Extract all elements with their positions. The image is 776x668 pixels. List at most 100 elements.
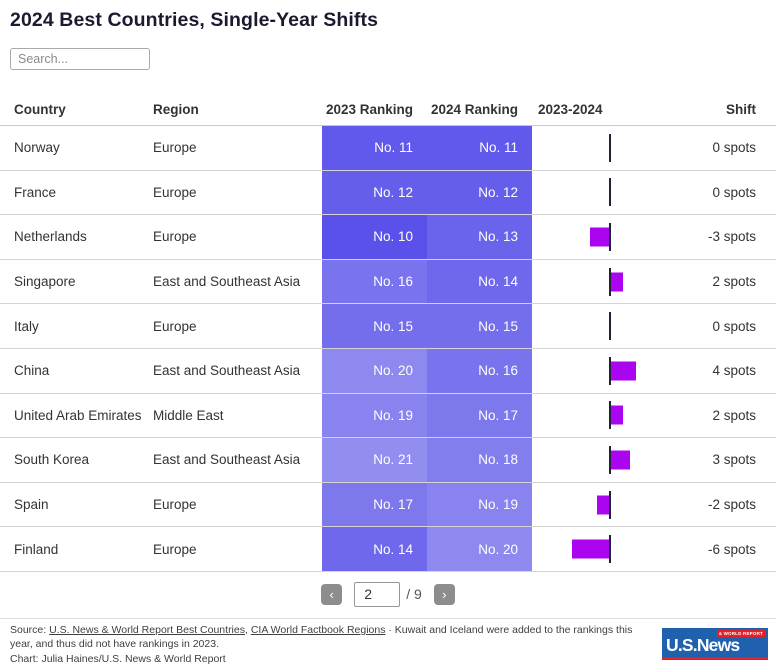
country-cell: France: [14, 184, 57, 200]
table-row: Finland Europe No. 14 No. 20 -6 spots: [0, 527, 776, 572]
region-cell: East and Southeast Asia: [153, 452, 301, 468]
rankings-table: Country Region 2023 Ranking 2024 Ranking…: [0, 94, 776, 572]
rank-2024-cell: No. 16: [427, 348, 532, 393]
shift-bar-cell: [532, 260, 676, 304]
source-note-text: · Kuwait and Iceland were added to the r…: [10, 624, 633, 650]
table-body: Norway Europe No. 11 No. 11 0 spots Fran…: [0, 126, 776, 572]
rank-2024-cell: No. 14: [427, 259, 532, 304]
page-number-input[interactable]: [354, 581, 401, 607]
axis-line: [609, 312, 611, 341]
column-header-shift: Shift: [726, 102, 756, 117]
region-cell: Europe: [153, 229, 197, 245]
shift-value: -3 spots: [707, 229, 756, 245]
rank-2023-cell: No. 16: [322, 259, 427, 304]
region-cell: Europe: [153, 184, 197, 200]
rank-2024-cell: No. 18: [427, 438, 532, 482]
axis-line: [609, 133, 611, 162]
country-cell: China: [14, 363, 50, 379]
rank-2024-cell: No. 20: [427, 527, 532, 571]
shift-value: 3 spots: [712, 452, 756, 468]
region-cell: Europe: [153, 318, 197, 334]
shift-value: 0 spots: [712, 140, 756, 156]
country-cell: Finland: [14, 541, 59, 557]
country-cell: Singapore: [14, 274, 76, 290]
rank-2023-cell: No. 11: [322, 126, 427, 170]
source-prefix: Source:: [10, 624, 50, 636]
shift-bar-cell: [532, 349, 676, 393]
search-input[interactable]: [10, 48, 150, 70]
region-cell: Middle East: [153, 407, 224, 423]
region-cell: East and Southeast Asia: [153, 363, 301, 379]
shift-bar: [611, 272, 624, 292]
source-link-cia-factbook[interactable]: CIA World Factbook Regions: [250, 624, 386, 636]
rank-2023-cell: No. 20: [322, 348, 427, 393]
table-row: Netherlands Europe No. 10 No. 13 -3 spot…: [0, 215, 776, 260]
axis-line: [609, 356, 611, 385]
country-cell: Norway: [14, 140, 60, 156]
shift-value: 0 spots: [712, 318, 756, 334]
search-bar: [0, 32, 776, 70]
shift-bar-cell: [532, 527, 676, 571]
usnews-logo-subtext: & WORLD REPORT: [716, 630, 765, 637]
shift-bar-cell: [532, 215, 676, 259]
shift-bar: [611, 450, 630, 470]
page-total-label: / 9: [406, 586, 422, 603]
table-row: South Korea East and Southeast Asia No. …: [0, 438, 776, 483]
rank-2024-cell: No. 17: [427, 393, 532, 438]
column-header-2023-2024: 2023-2024: [538, 102, 603, 117]
rank-2024-cell: No. 15: [427, 304, 532, 348]
axis-line: [609, 178, 611, 207]
rank-2024-cell: No. 13: [427, 215, 532, 259]
source-separator: ,: [245, 624, 251, 636]
rank-2024-cell: No. 12: [427, 170, 532, 215]
column-header-region: Region: [153, 102, 199, 117]
chart-credit: Chart: Julia Haines/U.S. News & World Re…: [10, 652, 226, 665]
shift-bar-cell: [532, 483, 676, 527]
usnews-logo-stripe: [662, 657, 768, 660]
country-cell: United Arab Emirates: [14, 407, 142, 423]
column-header-2024-ranking: 2024 Ranking: [430, 102, 518, 117]
table-row: France Europe No. 12 No. 12 0 spots: [0, 170, 776, 216]
shift-bar-cell: [532, 171, 676, 215]
shift-bar: [590, 227, 609, 247]
shift-value: 0 spots: [712, 184, 756, 200]
table-row: Singapore East and Southeast Asia No. 16…: [0, 259, 776, 305]
rank-2023-cell: No. 17: [322, 482, 427, 527]
page-title: 2024 Best Countries, Single-Year Shifts: [10, 9, 379, 31]
region-cell: Europe: [153, 497, 197, 513]
table-row: United Arab Emirates Middle East No. 19 …: [0, 393, 776, 439]
country-cell: Spain: [14, 497, 49, 513]
axis-line: [609, 535, 611, 564]
rank-2023-cell: No. 19: [322, 393, 427, 438]
shift-bar-cell: [532, 304, 676, 348]
source-link-best-countries[interactable]: U.S. News & World Report Best Countries: [49, 624, 245, 636]
table-row: Norway Europe No. 11 No. 11 0 spots: [0, 126, 776, 171]
axis-line: [609, 222, 611, 251]
country-cell: South Korea: [14, 452, 90, 468]
shift-bar: [596, 495, 609, 515]
region-cell: Europe: [153, 541, 197, 557]
rank-2024-cell: No. 19: [427, 482, 532, 527]
rank-2023-cell: No. 10: [322, 215, 427, 259]
usnews-logo-text: U.S.News: [666, 635, 740, 655]
region-cell: Europe: [153, 140, 197, 156]
country-cell: Netherlands: [14, 229, 87, 245]
pagination: ‹ / 9 ›: [0, 581, 776, 607]
footer: Source: U.S. News & World Report Best Co…: [0, 618, 776, 668]
shift-bar-cell: [532, 394, 676, 438]
shift-bar: [571, 539, 609, 559]
rank-2023-cell: No. 12: [322, 170, 427, 215]
rank-2024-cell: No. 11: [427, 126, 532, 170]
rank-2023-cell: No. 15: [322, 304, 427, 348]
axis-line: [609, 490, 611, 519]
shift-value: -6 spots: [707, 541, 756, 557]
column-header-2023-ranking: 2023 Ranking: [325, 102, 413, 117]
prev-page-button[interactable]: ‹: [321, 583, 343, 605]
shift-value: 4 spots: [712, 363, 756, 379]
axis-line: [609, 267, 611, 296]
table-row: China East and Southeast Asia No. 20 No.…: [0, 348, 776, 394]
country-cell: Italy: [14, 318, 39, 334]
next-page-button[interactable]: ›: [433, 583, 455, 605]
table-header-row: Country Region 2023 Ranking 2024 Ranking…: [0, 94, 776, 126]
